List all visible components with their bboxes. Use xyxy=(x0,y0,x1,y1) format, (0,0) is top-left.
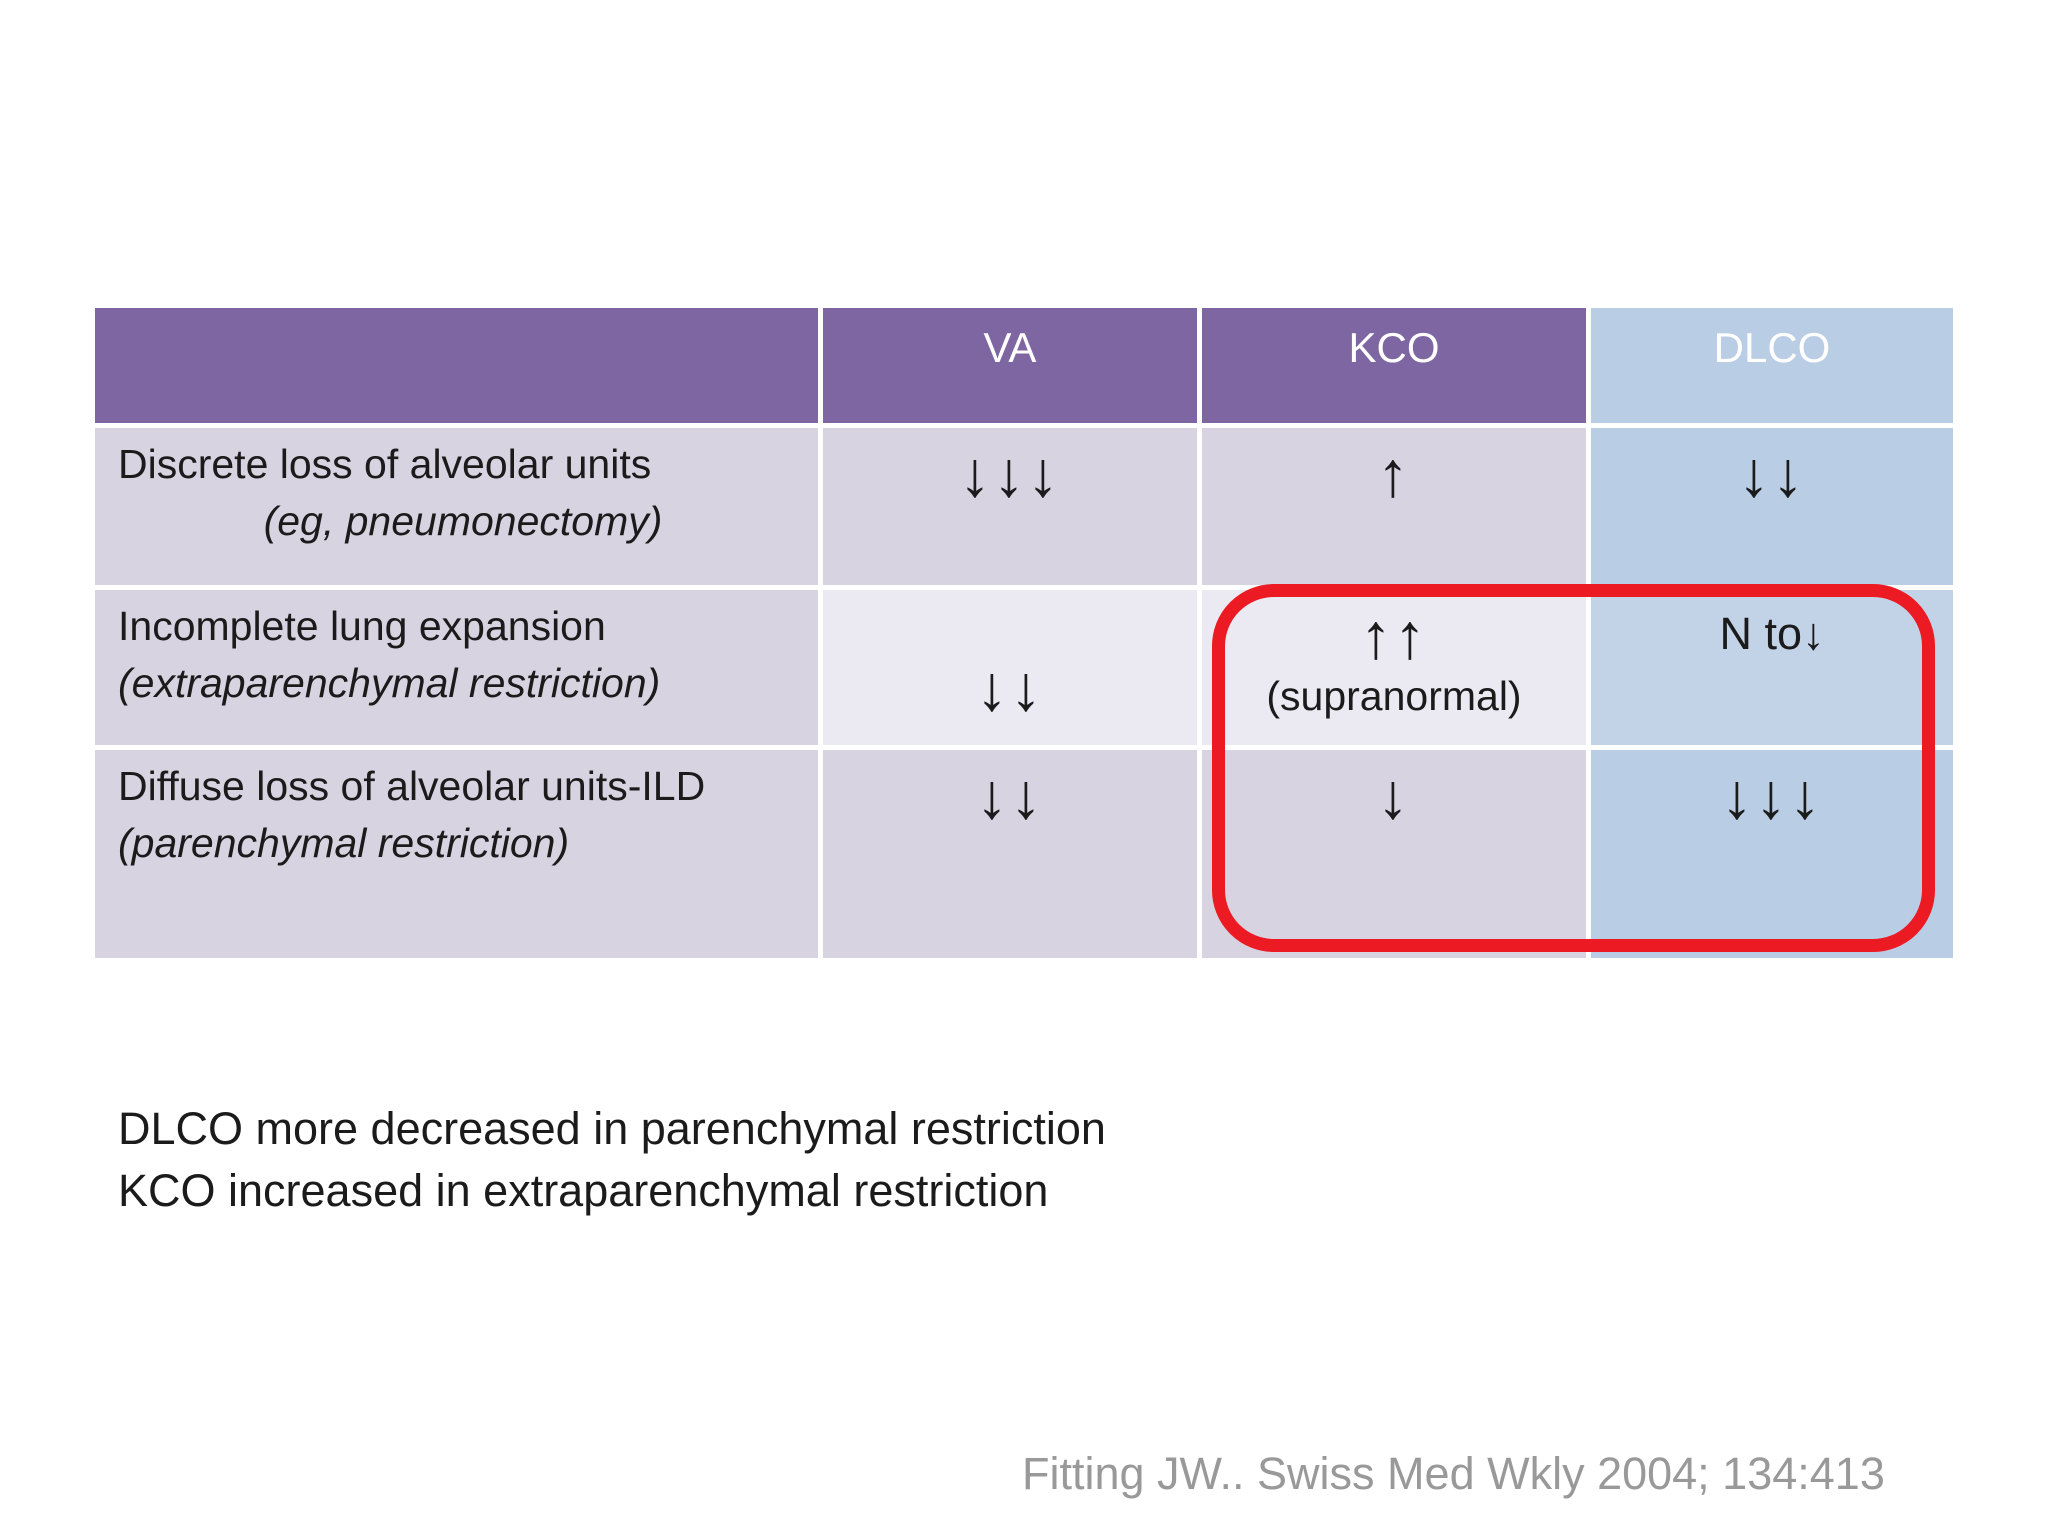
notes-line-1: DLCO more decreased in parenchymal restr… xyxy=(118,1103,1106,1154)
row-label-discrete-loss: Discrete loss of alveolar units (eg, pne… xyxy=(95,428,818,585)
cell-r1-kco: ↑ xyxy=(1202,428,1586,585)
notes-block: DLCO more decreased in parenchymal restr… xyxy=(118,1098,1106,1222)
row-label-line1: Incomplete lung expansion xyxy=(118,603,606,649)
citation: Fitting JW.. Swiss Med Wkly 2004; 134:41… xyxy=(1022,1448,1885,1499)
kco-supranormal-note: (supranormal) xyxy=(1266,673,1522,719)
row-label-line2: (parenchymal restriction) xyxy=(118,820,570,866)
notes-line-2: KCO increased in extraparenchymal restri… xyxy=(118,1165,1049,1216)
cell-r2-va: ↓↓ xyxy=(823,590,1197,745)
row-label-line2: (extraparenchymal restriction) xyxy=(118,660,661,706)
row-label-incomplete-expansion: Incomplete lung expansion (extraparenchy… xyxy=(95,590,818,745)
col-header-va: VA xyxy=(823,308,1197,423)
cell-r1-dlco: ↓↓ xyxy=(1591,428,1953,585)
row-label-diffuse-loss: Diffuse loss of alveolar units-ILD (pare… xyxy=(95,750,818,958)
highlight-annotation xyxy=(1212,584,1935,952)
kco-arrows: ↑↑ xyxy=(1360,600,1428,672)
row-label-line1: Diffuse loss of alveolar units-ILD xyxy=(118,763,706,809)
cell-r1-va: ↓↓↓ xyxy=(823,428,1197,585)
row-label-line1: Discrete loss of alveolar units xyxy=(118,441,652,487)
col-header-kco: KCO xyxy=(1202,308,1586,423)
col-header-empty xyxy=(95,308,818,423)
cell-r3-va: ↓↓ xyxy=(823,750,1197,958)
col-header-dlco: DLCO xyxy=(1591,308,1953,423)
row-label-line2: (eg, pneumonectomy) xyxy=(263,498,663,544)
pft-table: VA KCO DLCO Discrete loss of alveolar un… xyxy=(95,308,1953,958)
